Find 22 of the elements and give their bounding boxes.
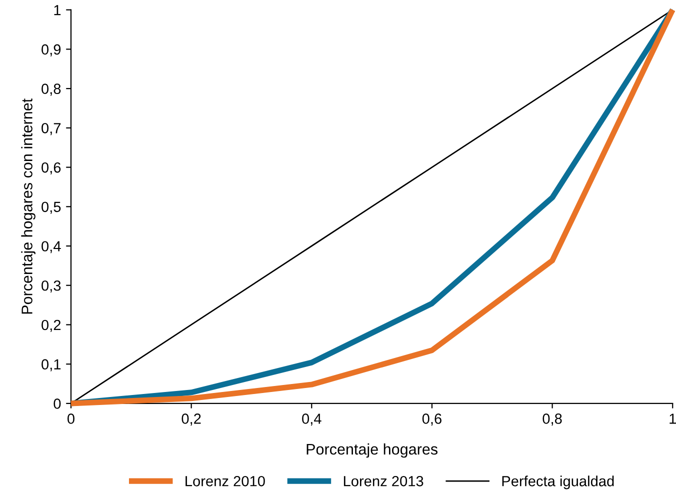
y-tick-label: 0,9 [42,44,61,56]
x-tick-label: 0,2 [182,414,201,426]
y-tick-label: 0,2 [42,320,61,332]
y-tick-label: 0,3 [42,280,61,293]
x-axis-title: Porcentaje hogares [306,443,438,458]
y-tick-label: 1 [54,5,61,16]
y-tick-label: 0,1 [42,359,61,372]
x-tick-label: 0,6 [422,414,442,426]
y-tick-label: 0,7 [42,123,61,136]
y-tick-label: 0,8 [42,84,61,96]
y-axis-title: Porcentaje hogares con internet [21,98,36,314]
legend-label: Perfecta igualdad [502,476,614,490]
x-tick-label: 0,4 [302,414,322,426]
legend-label: Lorenz 2013 [344,476,424,486]
y-tick-label: 0 [54,398,61,409]
y-tick-label: 0,5 [42,202,61,214]
legend-label: Lorenz 2010 [186,476,265,486]
y-tick-label: 0,4 [42,241,61,254]
y-tick-label: 0,6 [42,162,61,174]
x-tick-label: 1 [670,414,676,424]
x-tick-label: 0 [67,414,74,424]
x-tick-label: 0,8 [542,414,562,426]
